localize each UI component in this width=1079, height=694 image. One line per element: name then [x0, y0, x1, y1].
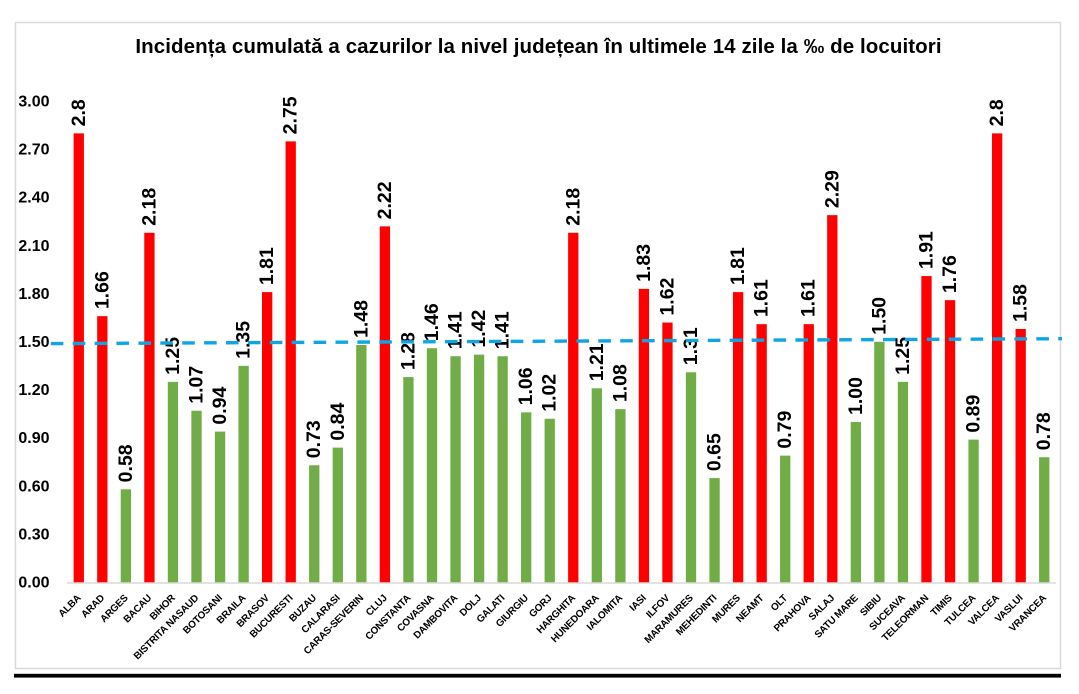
svg-text:1.31: 1.31 [680, 327, 702, 365]
svg-text:0.30: 0.30 [18, 526, 49, 543]
svg-text:0.84: 0.84 [327, 403, 349, 441]
svg-text:1.66: 1.66 [91, 271, 113, 309]
svg-text:Incidența cumulată a cazurilor: Incidența cumulată a cazurilor la nivel … [135, 35, 941, 58]
svg-text:0.00: 0.00 [18, 575, 49, 592]
svg-text:1.58: 1.58 [1010, 284, 1032, 322]
svg-text:2.10: 2.10 [18, 238, 49, 255]
svg-text:1.81: 1.81 [256, 247, 278, 285]
svg-text:1.28: 1.28 [397, 332, 419, 370]
svg-text:0.73: 0.73 [303, 420, 325, 458]
svg-text:1.46: 1.46 [421, 303, 443, 341]
svg-text:0.65: 0.65 [704, 433, 726, 471]
svg-text:1.08: 1.08 [609, 364, 631, 402]
svg-text:1.06: 1.06 [515, 367, 537, 405]
svg-text:1.81: 1.81 [727, 247, 749, 285]
svg-text:2.29: 2.29 [821, 170, 843, 208]
svg-text:2.8: 2.8 [986, 99, 1008, 126]
svg-text:1.02: 1.02 [539, 374, 561, 412]
svg-text:1.76: 1.76 [939, 255, 961, 293]
svg-text:1.62: 1.62 [656, 277, 678, 315]
svg-text:1.25: 1.25 [892, 337, 914, 375]
svg-text:2.8: 2.8 [68, 99, 90, 126]
svg-text:0.78: 0.78 [1033, 412, 1055, 450]
svg-text:0.94: 0.94 [209, 386, 231, 424]
svg-text:2.18: 2.18 [562, 188, 584, 226]
svg-text:1.42: 1.42 [468, 310, 490, 348]
svg-text:1.00: 1.00 [845, 377, 867, 415]
svg-text:1.20: 1.20 [18, 382, 49, 399]
svg-text:0.90: 0.90 [18, 430, 49, 447]
svg-text:0.60: 0.60 [18, 478, 49, 495]
svg-text:1.61: 1.61 [798, 279, 820, 317]
svg-text:2.75: 2.75 [280, 96, 302, 134]
svg-text:1.25: 1.25 [162, 337, 184, 375]
svg-text:1.50: 1.50 [868, 297, 890, 335]
svg-text:0.58: 0.58 [115, 444, 137, 482]
svg-text:0.89: 0.89 [963, 394, 985, 432]
svg-text:1.41: 1.41 [492, 311, 514, 349]
svg-text:3.00: 3.00 [18, 94, 49, 111]
svg-text:1.80: 1.80 [18, 286, 49, 303]
svg-text:1.50: 1.50 [18, 334, 49, 351]
svg-text:0.79: 0.79 [774, 411, 796, 449]
svg-text:1.91: 1.91 [915, 231, 937, 269]
svg-text:2.22: 2.22 [374, 181, 396, 219]
svg-text:1.35: 1.35 [233, 321, 255, 359]
svg-text:1.41: 1.41 [445, 311, 467, 349]
svg-text:1.83: 1.83 [633, 244, 655, 282]
svg-text:1.48: 1.48 [350, 300, 372, 338]
svg-text:1.21: 1.21 [586, 343, 608, 381]
svg-text:1.61: 1.61 [751, 279, 773, 317]
svg-text:2.40: 2.40 [18, 190, 49, 207]
svg-text:2.70: 2.70 [18, 142, 49, 159]
svg-text:1.07: 1.07 [186, 366, 208, 404]
svg-text:2.18: 2.18 [138, 188, 160, 226]
